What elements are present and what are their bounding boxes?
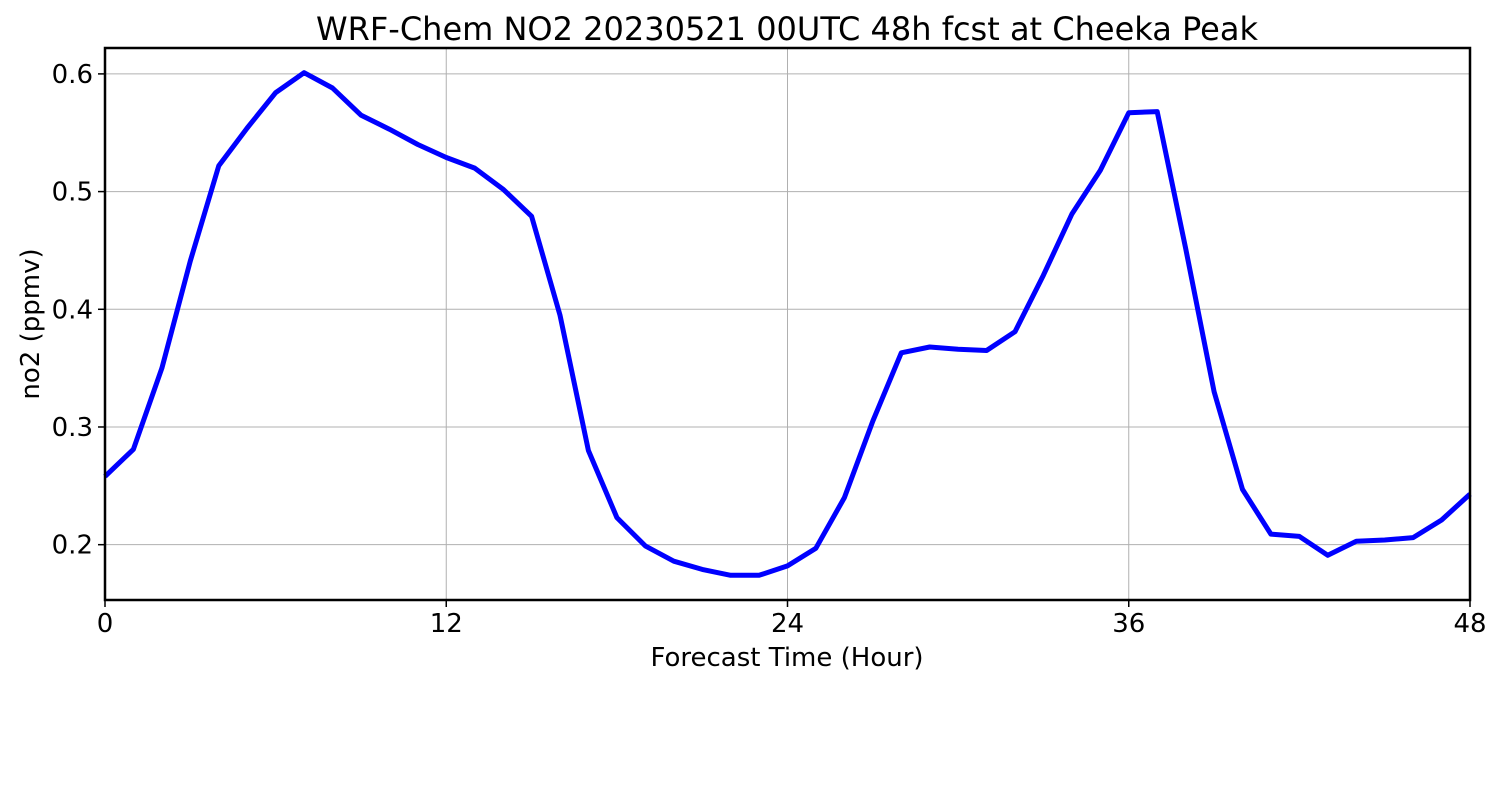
x-tick-label: 24 <box>771 609 804 639</box>
ticks: 0 12 24 36 48 0.2 0.3 0.4 0.5 0.6 <box>52 60 1487 639</box>
series-line <box>103 70 1472 578</box>
y-tick-label: 0.6 <box>52 60 93 90</box>
grid <box>104 48 1471 600</box>
x-axis-label: Forecast Time (Hour) <box>650 643 923 673</box>
y-axis-label: no2 (ppmv) <box>16 248 46 399</box>
x-tick-label: 48 <box>1453 609 1486 639</box>
y-tick-label: 0.4 <box>52 295 93 325</box>
x-tick-label: 36 <box>1112 609 1145 639</box>
x-tick-label: 0 <box>97 609 114 639</box>
x-tick-label: 12 <box>430 609 463 639</box>
y-tick-label: 0.3 <box>52 413 93 443</box>
series-layer <box>103 70 1472 578</box>
y-tick-label: 0.5 <box>52 178 93 208</box>
chart-title: WRF-Chem NO2 20230521 00UTC 48h fcst at … <box>316 10 1258 48</box>
y-tick-label: 0.2 <box>52 531 93 561</box>
